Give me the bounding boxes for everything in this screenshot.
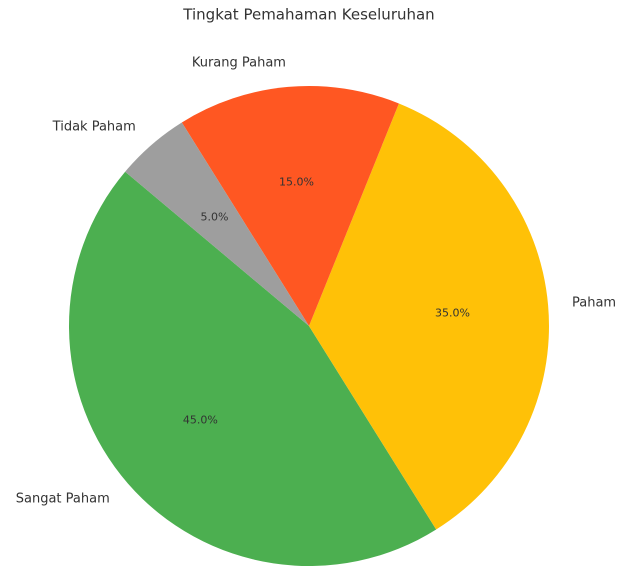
pie-slice [69,171,437,566]
slice-label: Tidak Paham [52,119,136,134]
pie-slice [309,103,549,530]
slice-label: Paham [572,295,616,310]
slice-label: Kurang Paham [192,56,286,71]
slice-percent: 35.0% [435,306,470,319]
slice-label: Sangat Paham [16,492,110,507]
pie-slice [125,122,310,326]
slice-percent: 45.0% [183,413,218,426]
slice-percent: 15.0% [279,176,314,189]
pie-slice [181,86,399,327]
chart-title: Tingkat Pemahaman Keseluruhan [182,6,434,24]
slice-percent: 5.0% [201,210,229,223]
